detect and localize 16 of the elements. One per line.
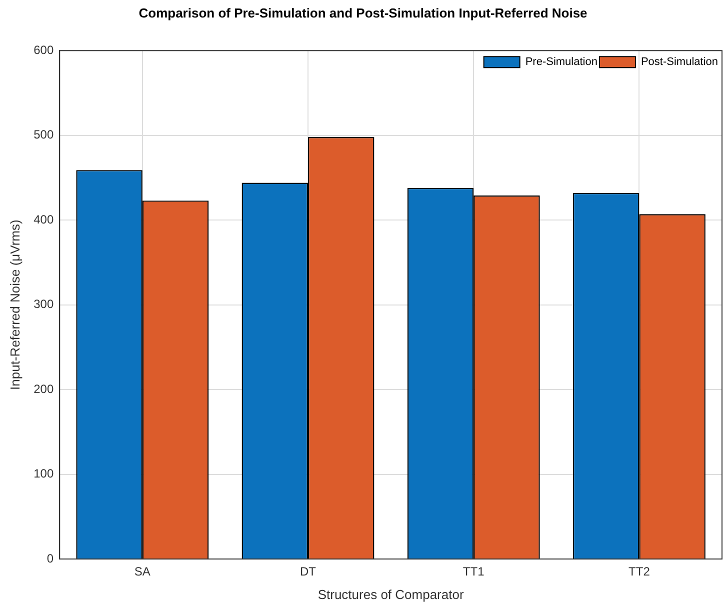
chart-title: Comparison of Pre-Simulation and Post-Simulation Input-Referred Noise xyxy=(138,5,588,20)
x-tick-label: TT1 xyxy=(462,564,485,579)
y-tick-label: 300 xyxy=(34,297,54,312)
y-axis-title: Input-Referred Noise (μVrms) xyxy=(7,220,22,390)
y-tick-label: 200 xyxy=(34,382,54,396)
x-axis-title: Structures of Comparator xyxy=(318,586,464,602)
y-tick-label: 0 xyxy=(46,551,54,566)
y-tick-label: 400 xyxy=(34,212,54,226)
x-tick-label: DT xyxy=(300,564,317,579)
legend-label: Pre-Simulation xyxy=(525,56,598,68)
x-tick-label: TT2 xyxy=(628,564,650,579)
legend-label: Post-Simulation xyxy=(640,56,718,68)
y-tick-label: 500 xyxy=(34,128,54,142)
y-tick-label: 600 xyxy=(34,42,54,57)
x-tick-label: SA xyxy=(134,564,150,579)
y-tick-label: 100 xyxy=(34,466,54,481)
